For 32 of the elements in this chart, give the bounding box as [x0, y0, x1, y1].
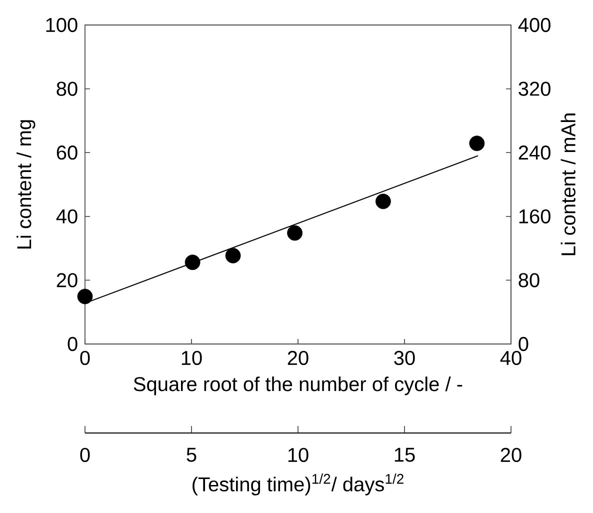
x2-tick-label: 0	[80, 448, 90, 462]
y2-tick-label: 80	[518, 273, 540, 288]
point	[469, 136, 485, 152]
y-tick-label: 20	[56, 273, 78, 288]
y2-tick-label: 320	[518, 82, 550, 96]
y-tick-label: 80	[56, 82, 78, 96]
point	[376, 194, 391, 210]
x-tick-label: 40	[500, 350, 522, 366]
x2-axis-title: (Testing time)$^{1/2}$/ days$^{1/2}$	[192, 474, 404, 496]
x2-tick-label: 5	[186, 448, 196, 462]
x2-tick-label: 15	[394, 448, 415, 462]
x-tick-label: 20	[288, 350, 308, 366]
point	[77, 288, 93, 304]
y2-axis-title: Li content / mAh	[560, 114, 576, 256]
y-tick-label: 40	[56, 209, 78, 224]
x-tick-label: 10	[182, 350, 202, 366]
y-axis-title: Li content / mg	[16, 120, 36, 248]
y2-tick-label: 400	[518, 18, 550, 32]
y-tick-label: 60	[56, 146, 78, 160]
point	[225, 248, 241, 264]
point	[184, 254, 200, 270]
y2-tick-label: 0	[518, 336, 528, 352]
y-tick-label: 100	[46, 18, 78, 32]
x2-tick-label: 10	[288, 448, 308, 462]
x-axis-title: Square root of the number of cycle / -	[134, 376, 462, 396]
point	[287, 225, 303, 241]
y-tick-label: 0	[68, 336, 78, 352]
y2-tick-label: 160	[519, 209, 550, 224]
x2-tick-label: 20	[500, 448, 522, 462]
y2-tick-label: 240	[518, 146, 550, 160]
x-tick-label: 0	[80, 350, 90, 366]
x-tick-label: 30	[394, 350, 415, 366]
